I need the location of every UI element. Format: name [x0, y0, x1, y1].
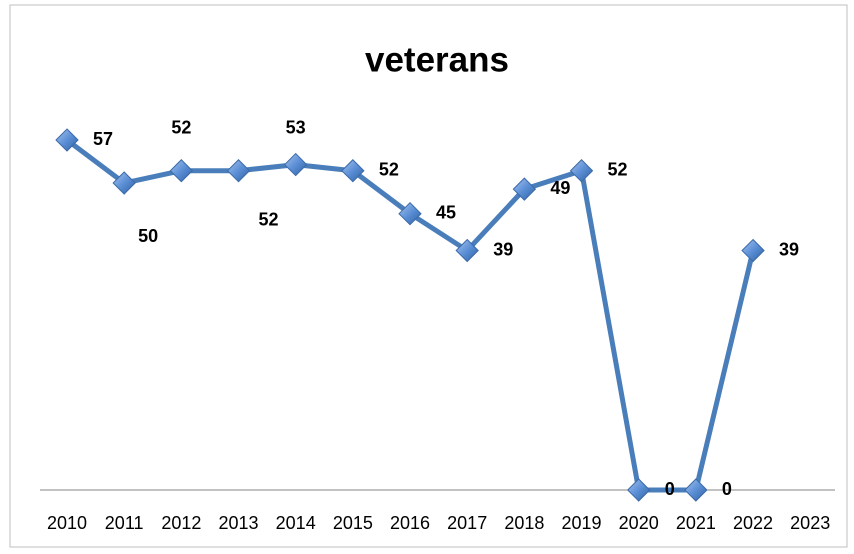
data-marker	[626, 478, 651, 502]
data-label: 52	[608, 159, 628, 179]
x-tick-label: 2010	[47, 513, 87, 533]
data-label: 52	[258, 209, 278, 229]
data-label: 57	[93, 129, 113, 149]
x-tick-label: 2023	[790, 513, 830, 533]
data-label: 39	[493, 239, 513, 259]
chart-frame	[9, 4, 848, 548]
x-tick-label: 2020	[619, 513, 659, 533]
x-tick-label: 2016	[390, 513, 430, 533]
data-label: 0	[665, 479, 675, 499]
x-tick-label: 2012	[161, 513, 201, 533]
x-tick-label: 2019	[562, 513, 602, 533]
data-marker	[169, 159, 194, 183]
x-tick-label: 2013	[218, 513, 258, 533]
x-tick-label: 2022	[733, 513, 773, 533]
data-marker	[741, 238, 765, 263]
data-label: 53	[286, 117, 306, 137]
x-tick-label: 2018	[504, 513, 544, 533]
data-label: 45	[436, 202, 456, 222]
data-label: 49	[550, 178, 570, 198]
data-marker	[455, 238, 479, 263]
data-label: 50	[138, 226, 158, 246]
data-marker	[283, 152, 308, 177]
data-marker	[684, 478, 708, 502]
x-tick-label: 2011	[105, 513, 144, 533]
data-label: 0	[722, 479, 732, 499]
x-tick-label: 2021	[676, 513, 716, 533]
chart-title: veterans	[365, 40, 509, 79]
x-tick-label: 2017	[447, 513, 487, 533]
data-label: 39	[779, 239, 799, 259]
data-marker	[569, 159, 594, 183]
data-marker	[226, 159, 251, 183]
data-marker	[341, 159, 365, 183]
data-marker	[398, 201, 422, 226]
x-tick-label: 2014	[276, 513, 316, 533]
data-marker	[55, 128, 79, 152]
data-label: 52	[171, 117, 191, 137]
x-tick-label: 2015	[333, 513, 373, 533]
data-label: 52	[379, 159, 399, 179]
data-marker	[112, 171, 136, 195]
data-marker	[512, 177, 537, 201]
